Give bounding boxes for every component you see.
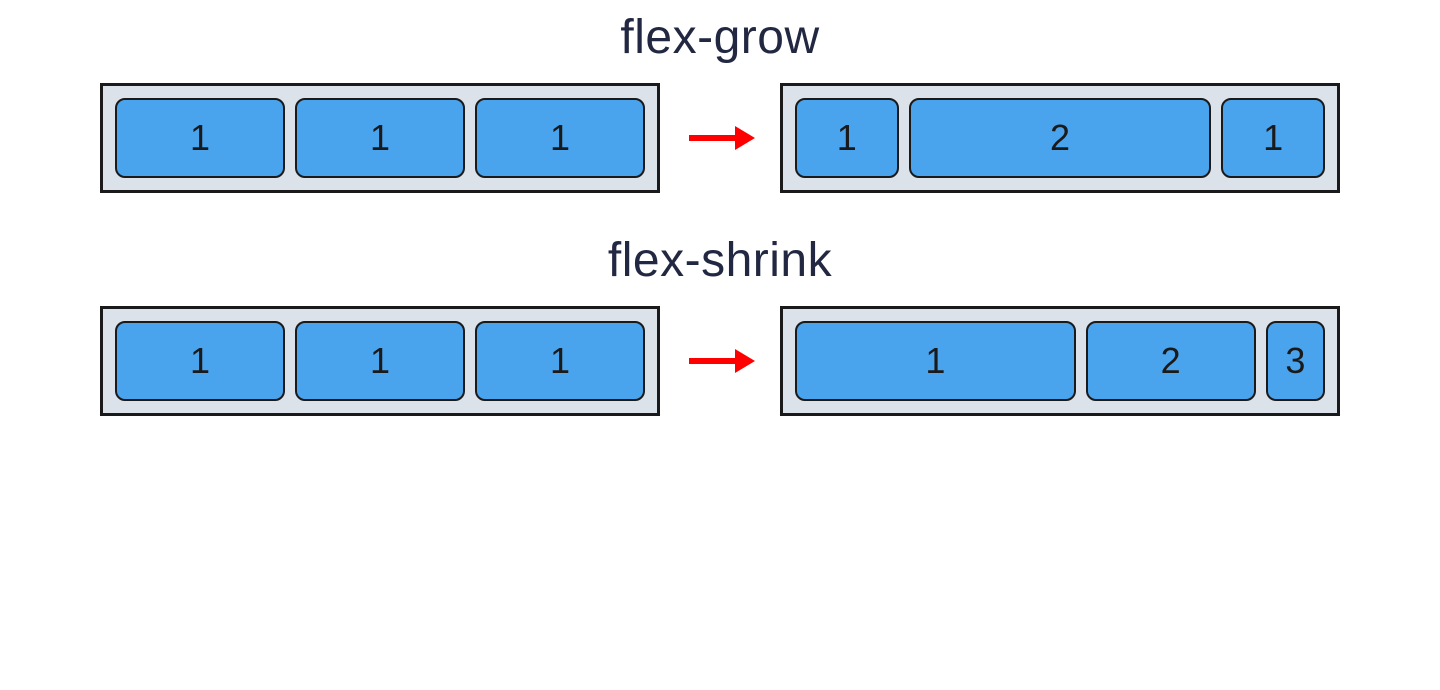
item-shrink-before-1: 1 <box>295 321 465 401</box>
item-grow-before-1: 1 <box>295 98 465 178</box>
container-grow-after: 1 2 1 <box>780 83 1340 193</box>
arrow-right-icon <box>685 123 755 153</box>
title-flex-grow: flex-grow <box>620 10 819 65</box>
container-shrink-after: 1 2 3 <box>780 306 1340 416</box>
item-shrink-before-2: 1 <box>475 321 645 401</box>
item-grow-after-0: 1 <box>795 98 899 178</box>
arrow-right-icon <box>685 346 755 376</box>
page: flex-grow 1 1 1 1 2 1 flex-shrink <box>0 0 1440 690</box>
container-shrink-before: 1 1 1 <box>100 306 660 416</box>
item-shrink-after-2: 3 <box>1266 321 1325 401</box>
section-flex-shrink: flex-shrink 1 1 1 1 2 3 <box>60 233 1380 416</box>
container-grow-before: 1 1 1 <box>100 83 660 193</box>
row-flex-grow: 1 1 1 1 2 1 <box>60 83 1380 193</box>
title-flex-shrink: flex-shrink <box>608 233 832 288</box>
item-grow-before-2: 1 <box>475 98 645 178</box>
arrow-grow <box>660 123 780 153</box>
item-grow-after-2: 1 <box>1221 98 1325 178</box>
item-shrink-before-0: 1 <box>115 321 285 401</box>
item-grow-after-1: 2 <box>909 98 1212 178</box>
item-shrink-after-1: 2 <box>1086 321 1256 401</box>
row-flex-shrink: 1 1 1 1 2 3 <box>60 306 1380 416</box>
item-grow-before-0: 1 <box>115 98 285 178</box>
item-shrink-after-0: 1 <box>795 321 1076 401</box>
arrow-shrink <box>660 346 780 376</box>
section-flex-grow: flex-grow 1 1 1 1 2 1 <box>60 10 1380 193</box>
